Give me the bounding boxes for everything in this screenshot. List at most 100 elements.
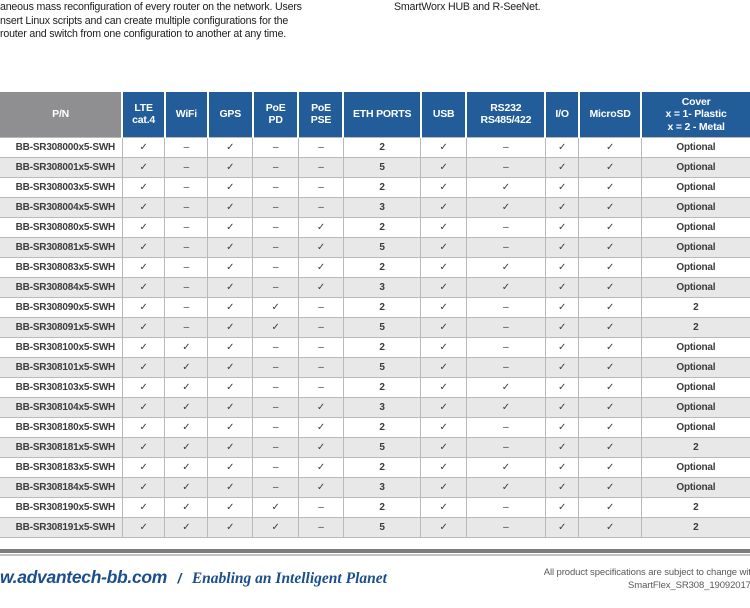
website-link[interactable]: w.advantech-bb.com bbox=[0, 567, 168, 587]
cell-wifi: – bbox=[164, 136, 209, 158]
cell-poe-pse: – bbox=[297, 516, 344, 538]
cell-eth-ports: 5 bbox=[342, 236, 422, 258]
cell-usb: ✓ bbox=[420, 236, 467, 258]
cell-poe-pd: – bbox=[252, 216, 299, 238]
cell-wifi: ✓ bbox=[164, 336, 209, 358]
cell-wifi: – bbox=[164, 296, 209, 318]
col-header-pn: P/N bbox=[0, 92, 124, 137]
cell-eth-ports: 2 bbox=[342, 136, 422, 158]
cell-poe-pse: ✓ bbox=[297, 436, 344, 458]
cell-eth-ports: 5 bbox=[342, 316, 422, 338]
table-row: BB-SR308183x5-SWH ✓ ✓ ✓ – ✓ 2 ✓ ✓ ✓ ✓ Optional bbox=[0, 456, 750, 478]
cell-cover: Optional bbox=[640, 416, 750, 438]
intro-text-left: aneous mass reconfiguration of every rou… bbox=[0, 1, 376, 42]
cell-microsd: ✓ bbox=[578, 336, 642, 358]
cell-io: ✓ bbox=[544, 416, 580, 438]
cell-lte-cat4: ✓ bbox=[121, 196, 166, 218]
cell-microsd: ✓ bbox=[578, 436, 642, 458]
cell-usb: ✓ bbox=[420, 336, 467, 358]
footer-separator: / bbox=[177, 570, 182, 586]
cell-poe-pse: ✓ bbox=[297, 396, 344, 418]
cell-poe-pd: – bbox=[252, 236, 299, 258]
cell-gps: ✓ bbox=[207, 336, 254, 358]
cell-microsd: ✓ bbox=[578, 256, 642, 278]
cell-wifi: ✓ bbox=[164, 476, 209, 498]
cell-lte-cat4: ✓ bbox=[121, 356, 166, 378]
col-header-usb: USB bbox=[419, 92, 468, 137]
cell-gps: ✓ bbox=[207, 396, 254, 418]
cell-wifi: ✓ bbox=[164, 436, 209, 458]
intro-line-2: nsert Linux scripts and can create multi… bbox=[0, 14, 289, 27]
cell-usb: ✓ bbox=[420, 516, 467, 538]
cell-poe-pd: – bbox=[252, 376, 299, 398]
col-header-poe-pse: PoE PSE bbox=[297, 92, 345, 137]
cell-poe-pd: ✓ bbox=[252, 296, 299, 318]
cell-rs232-rs485-422: – bbox=[465, 436, 546, 458]
part-number-cell: BB-SR308181x5-SWH bbox=[0, 436, 123, 458]
cell-lte-cat4: ✓ bbox=[121, 236, 166, 258]
cell-cover: Optional bbox=[640, 456, 750, 478]
cell-cover: Optional bbox=[640, 336, 750, 358]
part-number-cell: BB-SR308003x5-SWH bbox=[0, 176, 123, 198]
col-header-poe-pd: PoE PD bbox=[251, 92, 300, 137]
cell-rs232-rs485-422: ✓ bbox=[465, 456, 546, 478]
table-row: BB-SR308180x5-SWH ✓ ✓ ✓ – ✓ 2 ✓ – ✓ ✓ Optional bbox=[0, 416, 750, 438]
cell-gps: ✓ bbox=[207, 416, 254, 438]
cell-gps: ✓ bbox=[207, 156, 254, 178]
cell-gps: ✓ bbox=[207, 516, 254, 538]
cell-io: ✓ bbox=[544, 496, 580, 518]
col-header-rs232-rs485-422: RS232 RS485/422 bbox=[465, 92, 547, 137]
cell-usb: ✓ bbox=[420, 196, 467, 218]
cell-rs232-rs485-422: ✓ bbox=[465, 276, 546, 298]
cell-poe-pd: – bbox=[252, 256, 299, 278]
cell-eth-ports: 2 bbox=[342, 176, 422, 198]
cell-poe-pse: – bbox=[297, 376, 344, 398]
cell-rs232-rs485-422: – bbox=[465, 516, 546, 538]
cell-usb: ✓ bbox=[420, 176, 467, 198]
part-number-cell: BB-SR308103x5-SWH bbox=[0, 376, 123, 398]
cell-usb: ✓ bbox=[420, 476, 467, 498]
cell-microsd: ✓ bbox=[578, 376, 642, 398]
cell-cover: Optional bbox=[640, 236, 750, 258]
cell-lte-cat4: ✓ bbox=[121, 496, 166, 518]
cell-microsd: ✓ bbox=[578, 516, 642, 538]
cell-rs232-rs485-422: – bbox=[465, 216, 546, 238]
cell-eth-ports: 5 bbox=[342, 156, 422, 178]
cell-rs232-rs485-422: – bbox=[465, 296, 546, 318]
col-header-cover: Cover x = 1- Plastic x = 2 - Metal bbox=[640, 92, 750, 137]
cell-eth-ports: 2 bbox=[342, 336, 422, 358]
footer-note-line-2: SmartFlex_SR308_19092017d bbox=[628, 579, 750, 591]
cell-rs232-rs485-422: ✓ bbox=[465, 376, 546, 398]
part-number-cell: BB-SR308100x5-SWH bbox=[0, 336, 123, 358]
cell-cover: Optional bbox=[640, 156, 750, 178]
cell-io: ✓ bbox=[544, 336, 580, 358]
part-number-cell: BB-SR308080x5-SWH bbox=[0, 216, 123, 238]
cell-wifi: – bbox=[164, 216, 209, 238]
cell-usb: ✓ bbox=[420, 436, 467, 458]
cell-microsd: ✓ bbox=[578, 496, 642, 518]
cell-cover: 2 bbox=[640, 296, 750, 318]
cell-wifi: – bbox=[164, 236, 209, 258]
cell-lte-cat4: ✓ bbox=[121, 256, 166, 278]
part-number-cell: BB-SR308101x5-SWH bbox=[0, 356, 123, 378]
cell-lte-cat4: ✓ bbox=[121, 476, 166, 498]
table-row: BB-SR308001x5-SWH ✓ – ✓ – –5 ✓ – ✓ ✓ Optional bbox=[0, 156, 750, 178]
part-number-cell: BB-SR308000x5-SWH bbox=[0, 136, 123, 158]
cell-eth-ports: 2 bbox=[342, 216, 422, 238]
footer-note: All product specifications are subject t… bbox=[544, 567, 750, 592]
cell-usb: ✓ bbox=[420, 396, 467, 418]
cell-cover: 2 bbox=[640, 516, 750, 538]
cell-poe-pd: ✓ bbox=[252, 496, 299, 518]
table-row: BB-SR308101x5-SWH ✓ ✓ ✓ – –5 ✓ – ✓ ✓ Optional bbox=[0, 356, 750, 378]
cell-poe-pse: ✓ bbox=[297, 216, 344, 238]
cell-poe-pse: – bbox=[297, 136, 344, 158]
cell-wifi: ✓ bbox=[164, 376, 209, 398]
col-header-lte-cat4: LTE cat.4 bbox=[121, 92, 166, 137]
cell-microsd: ✓ bbox=[578, 456, 642, 478]
cell-microsd: ✓ bbox=[578, 156, 642, 178]
cell-gps: ✓ bbox=[207, 176, 254, 198]
table-body: BB-SR308000x5-SWH ✓ – ✓ – –2 ✓ – ✓ ✓ Optional BB-SR… bbox=[0, 136, 750, 538]
cell-poe-pse: ✓ bbox=[297, 276, 344, 298]
cell-poe-pse: ✓ bbox=[297, 256, 344, 278]
cell-wifi: ✓ bbox=[164, 396, 209, 418]
